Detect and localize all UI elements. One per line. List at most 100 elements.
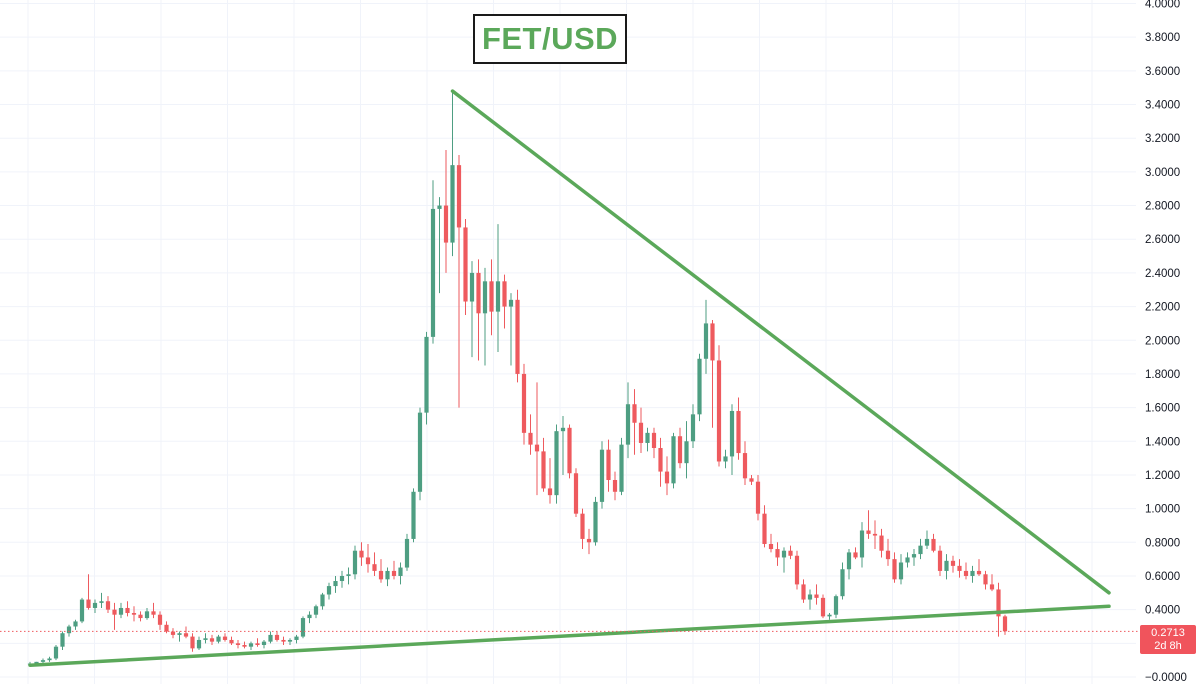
candle-body [944,560,949,571]
candle-down [86,574,91,610]
candle-body [443,205,449,243]
candle-body [541,451,546,489]
candle-body [775,549,780,558]
candle-down [651,427,657,459]
candle-body [957,565,962,571]
candle-down [573,468,579,518]
candle-up [333,575,338,593]
candle-down [489,259,494,336]
candle-down [456,155,462,408]
candle-body [248,643,254,647]
candle-up [287,638,293,646]
y-tick-label: 1.0000 [1145,504,1180,516]
candle-body [437,205,442,209]
candle-body [404,538,410,568]
candle-down [989,574,995,592]
candle-body [723,456,728,462]
candle-body [879,535,884,551]
candle-down [801,579,806,603]
candle-up [495,224,501,353]
candle-body [333,581,338,587]
candle-body [73,621,78,627]
candle-body [534,444,540,452]
candle-up [703,299,709,374]
candle-down [742,441,748,486]
price-axis[interactable]: 4.0000 3.8000 3.6000 3.4000 3.2000 3.0000 2.80… [1145,0,1187,684]
candle-body [612,480,618,492]
candle-down [632,389,637,455]
candle-up [352,545,358,580]
candle-up [918,538,923,560]
candle-body [814,594,819,598]
candle-body [742,453,748,479]
candle-body [820,597,826,617]
candle-up [313,604,319,619]
candle-up [385,567,390,587]
candle-body [983,574,988,585]
candle-up [47,656,52,662]
candle-down [209,634,215,646]
candle-up [404,533,410,571]
candle-body [190,636,195,649]
chart-title-box: FET/USD [473,14,627,64]
grid-lines [0,0,1136,684]
candle-body [697,358,702,415]
candle-body [209,638,215,642]
candle-body [86,599,91,608]
candle-down [879,528,884,558]
candle-up [177,631,182,642]
candle-up [196,636,202,651]
candle-body [125,607,130,614]
candle-body [47,658,52,661]
candle-body [157,614,163,625]
candle-body [573,473,579,514]
candle-body [203,638,208,640]
candle-body [937,550,943,571]
candle-up [859,522,865,568]
candle-body [476,272,481,314]
candle-body [60,633,65,647]
candle-down [937,545,943,576]
candle-down [866,510,871,539]
candle-up [625,382,631,459]
y-tick-label: 2.6000 [1145,234,1180,246]
candle-body [183,633,189,637]
candle-body [768,543,774,550]
y-tick-label: 3.0000 [1145,167,1180,179]
candle-body [924,538,930,546]
candle-up [118,602,124,619]
candle-up [671,432,676,489]
last-price-tag: 0.2713 2d 8h [1140,625,1196,654]
candle-up [469,261,475,358]
candle-body [177,633,182,635]
y-tick-label: −0.0000 [1145,672,1187,684]
y-tick-label: 1.4000 [1145,436,1180,448]
candle-body [710,323,715,361]
candle-body [788,550,793,556]
candle-body [216,636,221,642]
candle-body [222,636,228,640]
candle-up [320,592,325,610]
candle-body [300,618,306,637]
candle-body [905,557,910,563]
candle-body [365,557,371,565]
candle-body [801,584,806,600]
candle-down [931,533,936,553]
candle-body [989,584,995,590]
last-price-value: 0.2713 [1151,627,1185,639]
candle-body [632,404,637,423]
candle-body [144,611,150,619]
candle-body [281,639,286,642]
candle-up [690,404,696,449]
candle-down [105,596,111,614]
candle-down [580,508,585,550]
candle-up [307,611,312,624]
candle-body [599,449,605,502]
candle-body [469,272,475,302]
candle-body [99,601,104,603]
candle-up [144,607,150,620]
bar-countdown: 2d 8h [1154,640,1182,652]
candle-up [437,197,442,294]
candle-down [229,636,234,646]
